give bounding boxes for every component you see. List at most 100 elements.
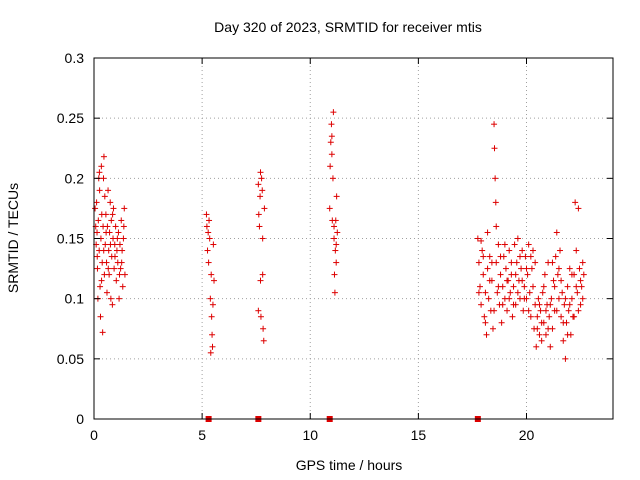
data-point [580, 271, 587, 278]
data-point [562, 355, 569, 362]
data-point [498, 319, 505, 326]
data-point [100, 247, 107, 254]
data-point [331, 289, 338, 296]
data-point [566, 301, 573, 308]
data-point [260, 325, 267, 332]
data-point [203, 211, 210, 218]
data-point [104, 223, 111, 230]
data-point [98, 163, 105, 170]
data-point [478, 301, 485, 308]
data-point [328, 133, 335, 140]
data-point [553, 307, 560, 314]
y-tick-label: 0 [76, 411, 84, 427]
data-point [256, 223, 263, 230]
data-point [574, 289, 581, 296]
data-point [257, 169, 264, 176]
data-point [333, 259, 340, 266]
data-point [557, 247, 564, 254]
data-point [121, 271, 128, 278]
data-point [113, 277, 120, 284]
data-point [534, 313, 541, 320]
data-point [328, 151, 335, 158]
data-point [522, 253, 529, 260]
data-point [547, 301, 554, 308]
data-point [118, 217, 125, 224]
data-point [562, 295, 569, 302]
data-point [105, 265, 112, 272]
data-point [486, 277, 493, 284]
data-point [560, 337, 567, 344]
data-point [504, 307, 511, 314]
data-point [497, 253, 504, 260]
data-point [99, 329, 106, 336]
data-point [510, 283, 517, 290]
data-point [573, 283, 580, 290]
data-point [523, 265, 530, 272]
data-point [514, 235, 521, 242]
y-tick-label: 0.05 [57, 351, 84, 367]
data-point [575, 307, 582, 314]
data-point [92, 205, 99, 212]
x-tick-label: 15 [411, 427, 427, 443]
y-tick-label: 0.15 [57, 231, 84, 247]
data-point [521, 295, 528, 302]
data-point [518, 265, 525, 272]
data-point [331, 223, 338, 230]
data-point [331, 235, 338, 242]
data-point [575, 205, 582, 212]
data-point [475, 259, 482, 266]
data-point [554, 271, 561, 278]
data-point [260, 337, 267, 344]
data-point [527, 253, 534, 260]
data-point [542, 307, 549, 314]
data-point [116, 271, 123, 278]
data-point [96, 187, 103, 194]
data-point [259, 271, 266, 278]
data-point [491, 307, 498, 314]
data-point [488, 259, 495, 266]
data-point [492, 175, 499, 182]
data-points [92, 109, 587, 422]
data-point [114, 235, 121, 242]
data-point [532, 259, 539, 266]
x-tick-label: 10 [302, 427, 318, 443]
data-point [576, 265, 583, 272]
data-point [477, 283, 484, 290]
data-point [102, 211, 109, 218]
data-point [578, 283, 585, 290]
data-point [558, 313, 565, 320]
data-point [572, 199, 579, 206]
data-point [507, 289, 514, 296]
data-point [491, 145, 498, 152]
data-point [116, 241, 123, 248]
data-point [546, 313, 553, 320]
data-point [526, 289, 533, 296]
data-point [579, 295, 586, 302]
data-point [480, 271, 487, 278]
data-point [568, 295, 575, 302]
data-point [333, 241, 340, 248]
data-point [537, 307, 544, 314]
data-point [549, 259, 556, 266]
data-point [108, 217, 115, 224]
data-point [331, 271, 338, 278]
x-axis-label: GPS time / hours [296, 457, 403, 473]
y-tick-label: 0.1 [65, 291, 85, 307]
data-point [327, 163, 334, 170]
data-point [259, 235, 266, 242]
data-point [261, 205, 268, 212]
y-axis-ticks: 0 0.05 0.1 0.15 0.2 0.25 0.3 [57, 50, 613, 427]
data-point [483, 331, 490, 338]
data-point [577, 301, 584, 308]
x-axis-ticks: 0 5 10 15 20 [90, 58, 534, 443]
data-point [118, 259, 125, 266]
data-point [111, 265, 118, 272]
data-point [112, 223, 119, 230]
data-point [97, 313, 104, 320]
data-point [209, 343, 216, 350]
data-point [93, 199, 100, 206]
data-point [109, 301, 116, 308]
data-point [94, 253, 101, 260]
y-tick-label: 0.2 [65, 170, 85, 186]
data-point [111, 253, 118, 260]
